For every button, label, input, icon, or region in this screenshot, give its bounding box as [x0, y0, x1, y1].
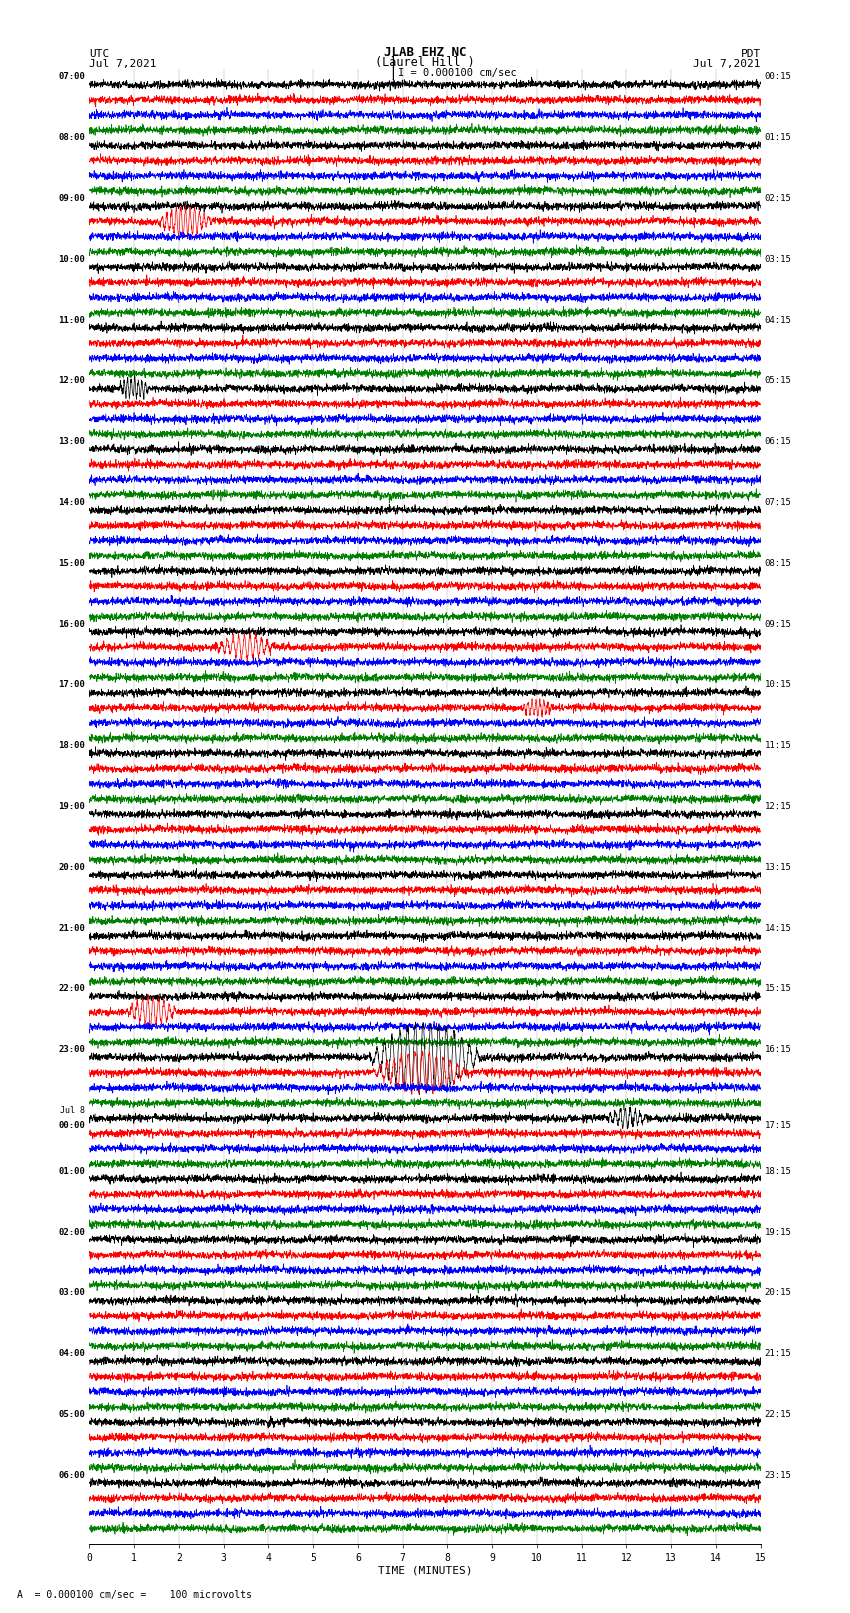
Text: 13:00: 13:00 [59, 437, 85, 447]
Text: 08:00: 08:00 [59, 134, 85, 142]
Text: 13:15: 13:15 [765, 863, 791, 871]
Text: 19:15: 19:15 [765, 1227, 791, 1237]
Text: 02:00: 02:00 [59, 1227, 85, 1237]
Text: 21:15: 21:15 [765, 1348, 791, 1358]
Text: 04:15: 04:15 [765, 316, 791, 324]
Text: 07:15: 07:15 [765, 498, 791, 506]
Text: 18:15: 18:15 [765, 1166, 791, 1176]
Text: 06:00: 06:00 [59, 1471, 85, 1479]
Text: 08:15: 08:15 [765, 558, 791, 568]
Text: A  = 0.000100 cm/sec =    100 microvolts: A = 0.000100 cm/sec = 100 microvolts [17, 1590, 252, 1600]
Text: 04:00: 04:00 [59, 1348, 85, 1358]
Text: 12:15: 12:15 [765, 802, 791, 811]
Text: 09:00: 09:00 [59, 194, 85, 203]
Text: 21:00: 21:00 [59, 924, 85, 932]
Text: 20:00: 20:00 [59, 863, 85, 871]
X-axis label: TIME (MINUTES): TIME (MINUTES) [377, 1566, 473, 1576]
Text: 17:00: 17:00 [59, 681, 85, 689]
Text: Jul 7,2021: Jul 7,2021 [89, 58, 156, 69]
Text: 03:15: 03:15 [765, 255, 791, 265]
Text: 03:00: 03:00 [59, 1289, 85, 1297]
Text: 23:00: 23:00 [59, 1045, 85, 1055]
Text: 14:15: 14:15 [765, 924, 791, 932]
Text: 20:15: 20:15 [765, 1289, 791, 1297]
Text: 00:00: 00:00 [59, 1121, 85, 1131]
Text: 10:00: 10:00 [59, 255, 85, 265]
Text: 17:15: 17:15 [765, 1121, 791, 1131]
Text: 00:15: 00:15 [765, 73, 791, 82]
Text: 01:15: 01:15 [765, 134, 791, 142]
Text: 01:00: 01:00 [59, 1166, 85, 1176]
Text: 05:15: 05:15 [765, 376, 791, 386]
Text: 18:00: 18:00 [59, 742, 85, 750]
Text: 15:15: 15:15 [765, 984, 791, 994]
Text: 10:15: 10:15 [765, 681, 791, 689]
Text: 11:15: 11:15 [765, 742, 791, 750]
Text: 14:00: 14:00 [59, 498, 85, 506]
Text: 09:15: 09:15 [765, 619, 791, 629]
Text: 22:15: 22:15 [765, 1410, 791, 1419]
Text: 19:00: 19:00 [59, 802, 85, 811]
Text: 16:15: 16:15 [765, 1045, 791, 1055]
Text: 05:00: 05:00 [59, 1410, 85, 1419]
Text: 12:00: 12:00 [59, 376, 85, 386]
Text: 11:00: 11:00 [59, 316, 85, 324]
Text: Jul 7,2021: Jul 7,2021 [694, 58, 761, 69]
Text: 15:00: 15:00 [59, 558, 85, 568]
Text: PDT: PDT [740, 48, 761, 58]
Text: 23:15: 23:15 [765, 1471, 791, 1479]
Text: I = 0.000100 cm/sec: I = 0.000100 cm/sec [398, 68, 517, 77]
Text: JLAB EHZ NC: JLAB EHZ NC [383, 45, 467, 58]
Text: 06:15: 06:15 [765, 437, 791, 447]
Text: 22:00: 22:00 [59, 984, 85, 994]
Text: 07:00: 07:00 [59, 73, 85, 82]
Text: 02:15: 02:15 [765, 194, 791, 203]
Text: UTC: UTC [89, 48, 110, 58]
Text: 16:00: 16:00 [59, 619, 85, 629]
Text: (Laurel Hill ): (Laurel Hill ) [375, 55, 475, 69]
Text: Jul 8: Jul 8 [60, 1107, 85, 1115]
